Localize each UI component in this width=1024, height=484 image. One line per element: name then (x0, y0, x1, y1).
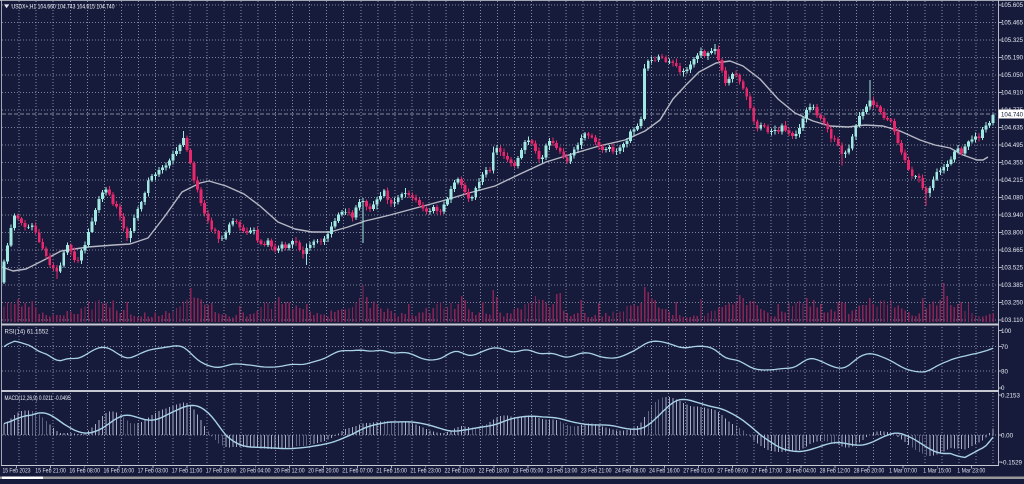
svg-text:20 Feb 04:00: 20 Feb 04:00 (240, 469, 271, 475)
svg-text:1 Mar 15:00: 1 Mar 15:00 (923, 469, 952, 475)
svg-text:103.940: 103.940 (1001, 212, 1024, 219)
svg-text:103.525: 103.525 (1001, 265, 1024, 272)
svg-text:70: 70 (1001, 344, 1008, 351)
svg-text:23 Feb 05:00: 23 Feb 05:00 (513, 469, 544, 475)
svg-text:21 Feb 23:00: 21 Feb 23:00 (410, 469, 441, 475)
svg-text:27 Feb 17:00: 27 Feb 17:00 (751, 469, 782, 475)
svg-text:27 Feb 09:00: 27 Feb 09:00 (717, 469, 748, 475)
svg-text:0.2153: 0.2153 (1001, 392, 1020, 399)
svg-text:22 Feb 10:00: 22 Feb 10:00 (445, 469, 476, 475)
svg-text:USDX+,H1 104.660 104.743 104.6: USDX+,H1 104.660 104.743 104.615 104.740 (12, 4, 115, 11)
svg-text:23 Feb 13:00: 23 Feb 13:00 (547, 469, 578, 475)
svg-text:17 Feb 19:00: 17 Feb 19:00 (206, 469, 237, 475)
svg-text:104.740: 104.740 (1001, 112, 1024, 119)
svg-text:-0.1529: -0.1529 (1001, 459, 1023, 466)
svg-text:23 Feb 21:00: 23 Feb 21:00 (581, 469, 612, 475)
svg-text:30: 30 (1001, 368, 1008, 375)
svg-text:104.910: 104.910 (1001, 90, 1024, 97)
svg-text:104.635: 104.635 (1001, 125, 1024, 132)
svg-text:103.385: 103.385 (1001, 282, 1024, 289)
svg-text:100: 100 (1001, 328, 1012, 335)
svg-text:28 Feb 12:00: 28 Feb 12:00 (820, 469, 851, 475)
svg-text:1 Mar 07:00: 1 Mar 07:00 (889, 469, 918, 475)
svg-text:27 Feb 01:00: 27 Feb 01:00 (683, 469, 714, 475)
svg-text:104.355: 104.355 (1001, 160, 1024, 167)
svg-text:103.665: 103.665 (1001, 247, 1024, 254)
svg-text:15 Feb 21:00: 15 Feb 21:00 (35, 469, 66, 475)
svg-text:103.800: 103.800 (1001, 230, 1024, 237)
svg-text:20 Feb 12:00: 20 Feb 12:00 (274, 469, 305, 475)
svg-text:0.00: 0.00 (1001, 432, 1014, 439)
svg-text:103.250: 103.250 (1001, 300, 1024, 307)
svg-text:RSI(14) 61.1552: RSI(14) 61.1552 (5, 329, 50, 336)
svg-text:104.215: 104.215 (1001, 177, 1024, 184)
svg-text:28 Feb 04:00: 28 Feb 04:00 (786, 469, 817, 475)
svg-text:1 Mar 23:00: 1 Mar 23:00 (957, 469, 986, 475)
svg-text:15 Feb 2023: 15 Feb 2023 (3, 469, 32, 475)
svg-text:MACD(12,26,9) 0.0211 -0.0495: MACD(12,26,9) 0.0211 -0.0495 (5, 395, 71, 402)
svg-text:105.190: 105.190 (1001, 55, 1024, 62)
svg-text:28 Feb 20:00: 28 Feb 20:00 (854, 469, 885, 475)
svg-text:104.495: 104.495 (1001, 142, 1024, 149)
svg-text:16 Feb 08:00: 16 Feb 08:00 (69, 469, 100, 475)
svg-text:105.605: 105.605 (1001, 2, 1024, 9)
svg-text:16 Feb 16:00: 16 Feb 16:00 (104, 469, 135, 475)
svg-text:17 Feb 03:00: 17 Feb 03:00 (138, 469, 169, 475)
svg-text:104.080: 104.080 (1001, 195, 1024, 202)
svg-text:20 Feb 20:00: 20 Feb 20:00 (308, 469, 339, 475)
svg-text:21 Feb 07:00: 21 Feb 07:00 (342, 469, 373, 475)
svg-text:22 Feb 18:00: 22 Feb 18:00 (479, 469, 510, 475)
svg-text:24 Feb 08:00: 24 Feb 08:00 (615, 469, 646, 475)
svg-text:17 Feb 11:00: 17 Feb 11:00 (172, 469, 203, 475)
svg-text:105.465: 105.465 (1001, 20, 1024, 27)
svg-text:105.325: 105.325 (1001, 37, 1024, 44)
svg-text:0: 0 (1001, 385, 1005, 392)
svg-text:103.110: 103.110 (1001, 317, 1024, 324)
svg-text:105.050: 105.050 (1001, 72, 1024, 79)
svg-text:21 Feb 15:00: 21 Feb 15:00 (376, 469, 407, 475)
svg-text:24 Feb 16:00: 24 Feb 16:00 (649, 469, 680, 475)
